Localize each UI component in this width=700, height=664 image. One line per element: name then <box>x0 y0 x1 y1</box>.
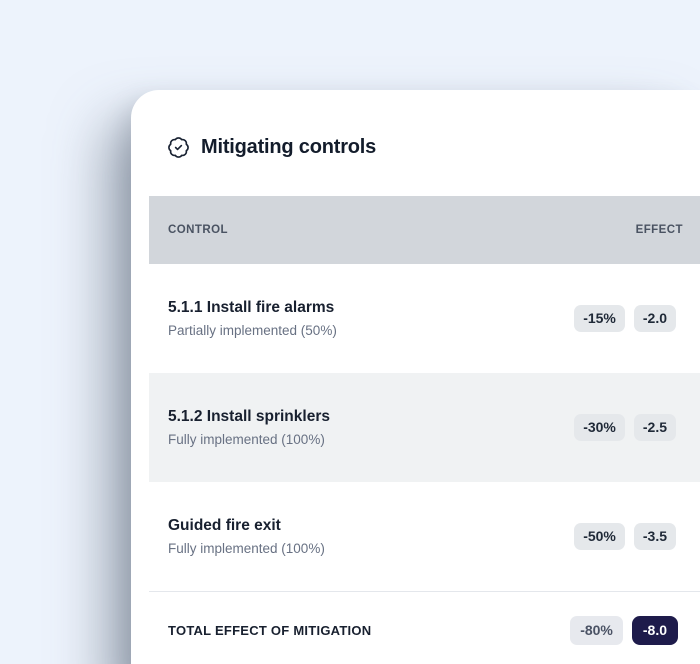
table-header-row: CONTROL EFFECT <box>149 196 700 264</box>
column-header-effect: EFFECT <box>635 224 683 236</box>
effect-badges: -30% -2.5 <box>574 414 676 441</box>
control-info: 5.1.2 Install sprinklers Fully implement… <box>168 408 330 447</box>
effect-percent-badge: -15% <box>574 305 625 332</box>
control-status: Fully implemented (100%) <box>168 541 325 556</box>
table-row-sprinklers: 5.1.2 Install sprinklers Fully implement… <box>149 373 700 482</box>
effect-value-badge: -2.0 <box>633 305 676 332</box>
control-status: Fully implemented (100%) <box>168 432 325 447</box>
total-effect-badges: -80% -8.0 <box>570 616 678 645</box>
column-header-control: CONTROL <box>168 224 229 236</box>
table-row-fire-alarms: 5.1.1 Install fire alarms Partially impl… <box>149 264 700 373</box>
control-name: Guided fire exit <box>168 517 281 534</box>
effect-value-badge: -3.5 <box>633 523 676 550</box>
effect-value-badge: -2.5 <box>633 414 676 441</box>
mitigating-controls-card: Mitigating controls CONTROL EFFECT 5.1.1… <box>131 90 700 664</box>
control-name: 5.1.1 Install fire alarms <box>168 299 335 316</box>
control-name: 5.1.2 Install sprinklers <box>168 408 330 425</box>
total-effect-percent-badge: -80% <box>570 616 623 645</box>
total-label: TOTAL EFFECT OF MITIGATION <box>168 623 372 638</box>
card-header: Mitigating controls <box>167 134 700 160</box>
control-info: Guided fire exit Fully implemented (100%… <box>168 517 325 556</box>
table-row-fire-exit: Guided fire exit Fully implemented (100%… <box>149 482 700 591</box>
effect-badges: -15% -2.0 <box>574 305 676 332</box>
badge-check-icon <box>167 136 190 159</box>
effect-badges: -50% -3.5 <box>574 523 676 550</box>
page-title: Mitigating controls <box>201 135 377 158</box>
control-info: 5.1.1 Install fire alarms Partially impl… <box>168 299 337 338</box>
effect-percent-badge: -50% <box>574 523 625 550</box>
total-row: TOTAL EFFECT OF MITIGATION -80% -8.0 <box>149 591 700 664</box>
total-effect-value-badge: -8.0 <box>631 616 678 645</box>
controls-table: CONTROL EFFECT 5.1.1 Install fire alarms… <box>149 196 700 664</box>
control-status: Partially implemented (50%) <box>168 323 337 338</box>
effect-percent-badge: -30% <box>574 414 625 441</box>
